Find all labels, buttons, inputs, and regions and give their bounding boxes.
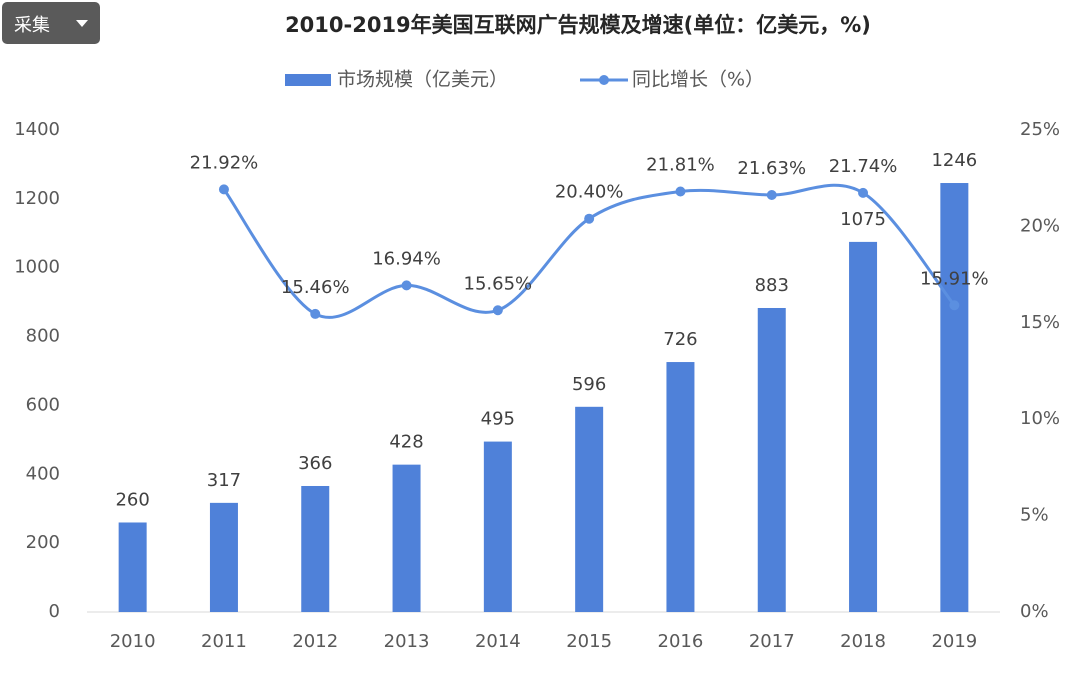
bar-value-label: 317 xyxy=(207,470,241,491)
y2-tick-label: 5% xyxy=(1020,505,1049,526)
y2-tick-label: 15% xyxy=(1020,312,1060,333)
line-marker xyxy=(310,308,321,319)
chart-title: 2010-2019年美国互联网广告规模及增速(单位：亿美元，%) xyxy=(285,13,871,37)
bar xyxy=(757,307,786,612)
bar xyxy=(849,241,878,612)
y-tick-label: 200 xyxy=(26,532,60,553)
bar-value-label: 260 xyxy=(115,489,149,510)
line-value-label: 20.40% xyxy=(555,182,624,203)
line-value-label: 16.94% xyxy=(372,248,441,269)
line-marker xyxy=(766,189,777,200)
bar-value-label: 726 xyxy=(663,329,697,350)
line-marker xyxy=(218,184,229,195)
x-tick-label: 2016 xyxy=(658,631,704,652)
x-tick-label: 2013 xyxy=(384,631,430,652)
bar-value-label: 428 xyxy=(389,432,423,453)
bar-value-label: 883 xyxy=(755,275,789,296)
y-tick-label: 1400 xyxy=(14,119,60,140)
y2-tick-label: 0% xyxy=(1020,601,1049,622)
y-tick-label: 0 xyxy=(49,601,60,622)
y-tick-label: 400 xyxy=(26,463,60,484)
collect-button[interactable]: 采集 xyxy=(2,2,100,44)
line-value-label: 15.46% xyxy=(281,277,350,298)
legend-marker xyxy=(599,75,609,85)
legend-label: 同比增长（%） xyxy=(632,69,764,91)
x-tick-label: 2018 xyxy=(840,631,886,652)
legend-swatch xyxy=(285,74,331,86)
legend-label: 市场规模（亿美元） xyxy=(337,69,508,91)
line-marker xyxy=(949,300,960,311)
x-tick-label: 2010 xyxy=(110,631,156,652)
x-tick-label: 2014 xyxy=(475,631,521,652)
bar-value-label: 1246 xyxy=(931,150,977,171)
bar-value-label: 495 xyxy=(481,409,515,430)
y2-tick-label: 10% xyxy=(1020,408,1060,429)
bar-value-label: 596 xyxy=(572,374,606,395)
bar xyxy=(940,183,969,612)
bar xyxy=(118,522,147,612)
line-value-label: 15.91% xyxy=(920,268,989,289)
line-marker xyxy=(401,280,412,291)
y2-tick-label: 25% xyxy=(1020,119,1060,140)
line-value-label: 21.81% xyxy=(646,155,715,176)
y-tick-label: 800 xyxy=(26,326,60,347)
x-tick-label: 2019 xyxy=(931,631,977,652)
line-marker xyxy=(584,213,595,224)
line-value-label: 15.65% xyxy=(464,273,533,294)
button-label: 采集 xyxy=(14,15,50,36)
bar-value-label: 1075 xyxy=(840,209,886,230)
x-tick-label: 2012 xyxy=(292,631,338,652)
bar-value-label: 366 xyxy=(298,453,332,474)
x-tick-label: 2017 xyxy=(749,631,795,652)
y-tick-label: 1000 xyxy=(14,257,60,278)
bar xyxy=(483,441,512,612)
bar xyxy=(666,362,695,612)
x-tick-label: 2015 xyxy=(566,631,612,652)
line-marker xyxy=(675,186,686,197)
x-tick-label: 2011 xyxy=(201,631,247,652)
line-marker xyxy=(858,187,869,198)
line-marker xyxy=(492,305,503,316)
y2-tick-label: 20% xyxy=(1020,215,1060,236)
line-value-label: 21.74% xyxy=(829,156,898,177)
bar xyxy=(392,464,421,612)
dropdown-caret xyxy=(76,20,88,27)
bar xyxy=(575,406,604,612)
y-tick-label: 600 xyxy=(26,394,60,415)
line-value-label: 21.63% xyxy=(737,158,806,179)
bar xyxy=(209,502,238,612)
bar xyxy=(301,485,330,612)
line-value-label: 21.92% xyxy=(190,152,259,173)
y-tick-label: 1200 xyxy=(14,188,60,209)
